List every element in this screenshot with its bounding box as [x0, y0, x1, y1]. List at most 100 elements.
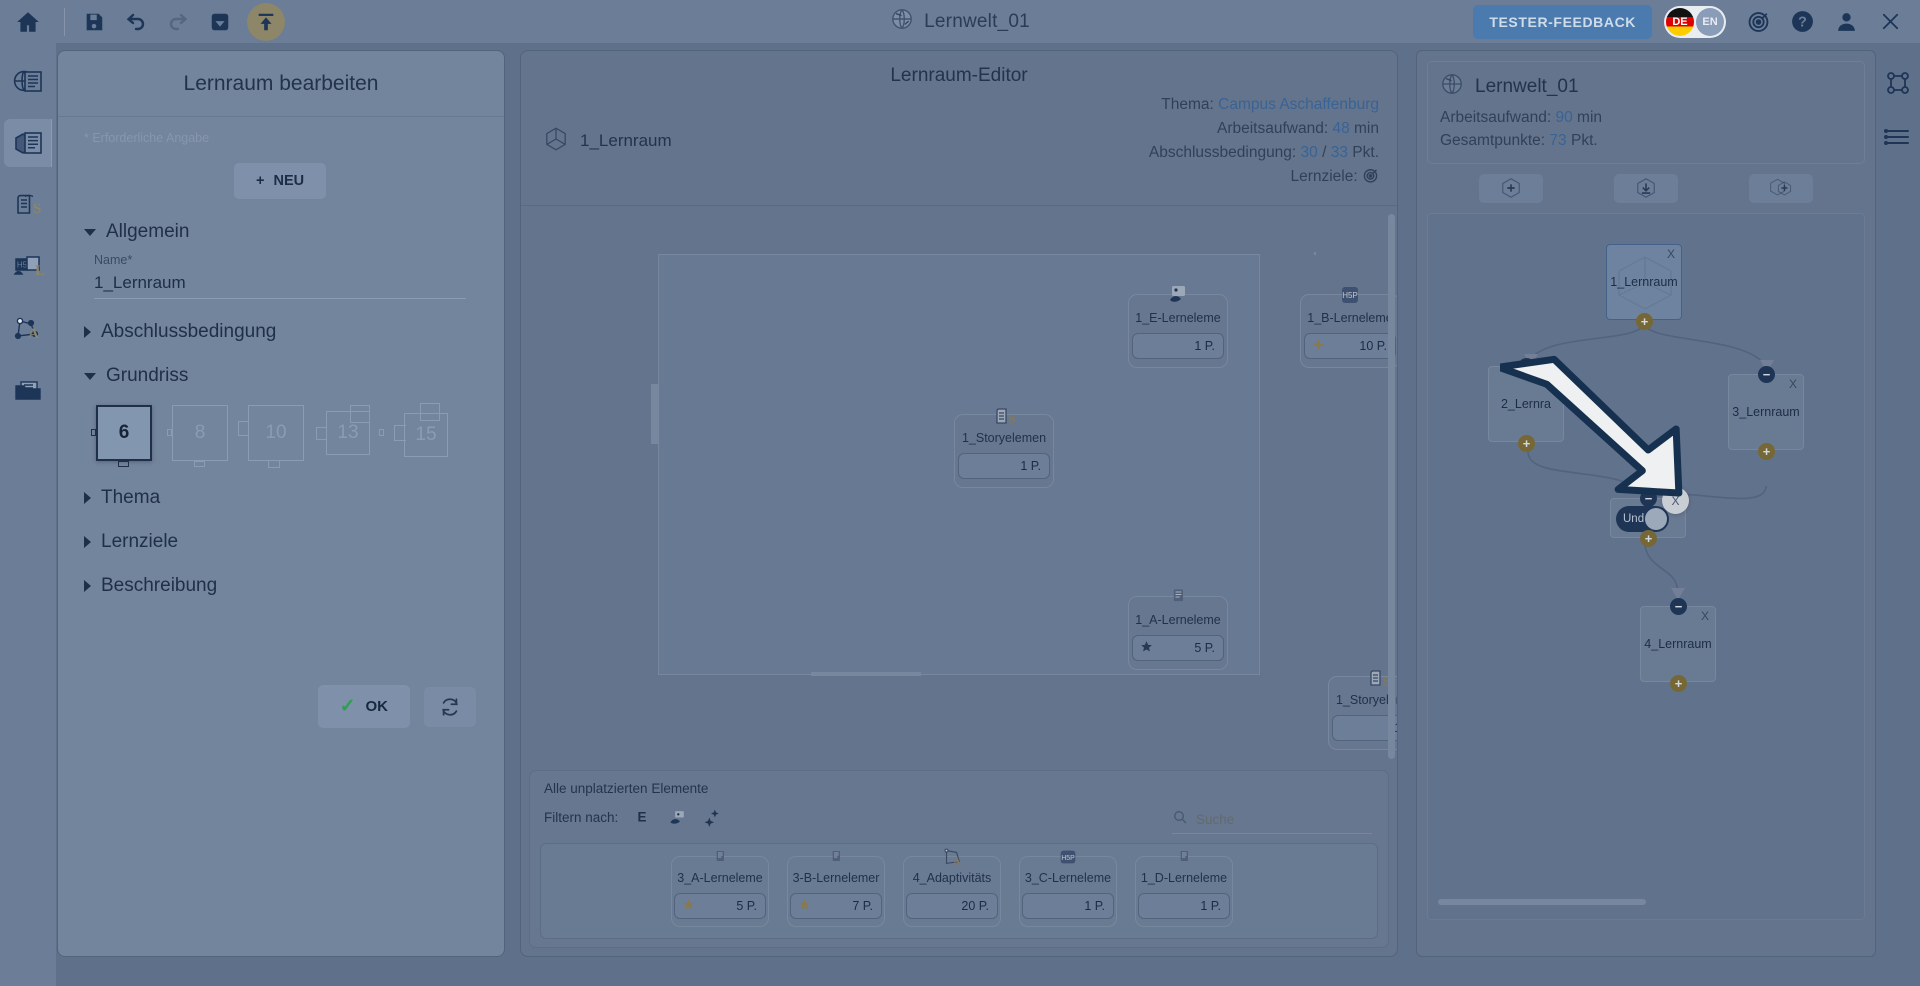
target-icon[interactable]	[1738, 0, 1778, 43]
unplaced-elements-panel: Alle unplatzierten Elemente Filtern nach…	[529, 770, 1389, 948]
inbox-down-icon[interactable]	[199, 0, 241, 43]
element-card-points: 1 P.	[1332, 715, 1397, 742]
graph-node-close-button[interactable]: X	[1788, 377, 1797, 391]
graph-node-lernraum[interactable]: X 2_Lernra	[1488, 366, 1564, 442]
meta-thema-value[interactable]: Campus Aschaffenburg	[1218, 96, 1379, 113]
filter-e-icon[interactable]: E	[631, 806, 653, 828]
svg-text:?: ?	[1798, 15, 1807, 31]
element-card[interactable]: 1_E-Lerneleme 1 P.	[1128, 286, 1228, 369]
unplaced-search[interactable]	[1172, 809, 1372, 834]
lernwelt-graph[interactable]: X 1_Lernraum + X 2_Lernra − + X 3_Lernra…	[1427, 213, 1865, 920]
filter-story-icon[interactable]	[666, 806, 688, 828]
svg-text:A: A	[953, 855, 961, 867]
element-card-points-label: 10 P.	[1359, 339, 1387, 354]
section-grundriss-label: Grundriss	[106, 365, 189, 386]
add-lernraum-button[interactable]	[1478, 173, 1543, 203]
sidebar-item-lernwelt[interactable]	[4, 57, 52, 105]
element-card[interactable]: S 1_Storyelemen 1 P.	[954, 408, 1054, 489]
search-input[interactable]	[1196, 812, 1361, 827]
graph-node-close-button[interactable]: X	[1700, 609, 1709, 623]
element-card[interactable]: 1_A-Lerneleme 5 P.	[1128, 589, 1228, 671]
section-lernziele-header[interactable]: Lernziele	[84, 531, 478, 553]
sidebar-item-ordner[interactable]	[4, 367, 52, 415]
graph-node-lernraum[interactable]: X 4_Lernraum	[1640, 606, 1716, 682]
operator-toggle[interactable]: Und	[1616, 506, 1669, 532]
grundriss-option-6-label: 6	[96, 405, 152, 461]
save-icon[interactable]	[73, 0, 115, 43]
graph-operator-input-port[interactable]: −	[1640, 490, 1657, 507]
story-icon: S	[991, 402, 1017, 428]
star-icon	[682, 898, 695, 914]
unplaced-card[interactable]: A 4_Adaptivitäts 20 P.	[903, 848, 1001, 927]
graph-node-input-port[interactable]: −	[1518, 358, 1535, 375]
redo-icon[interactable]	[157, 0, 199, 43]
relations-icon[interactable]	[1880, 65, 1916, 101]
language-de-flag[interactable]: DE	[1666, 7, 1694, 36]
scrollbar-thumb[interactable]	[1438, 899, 1646, 905]
sidebar-item-story[interactable]: S	[4, 181, 52, 229]
unplaced-card[interactable]: 1_D-Lerneleme 1 P.	[1135, 850, 1233, 927]
add-operator-button[interactable]	[1749, 173, 1814, 203]
upload-icon[interactable]	[247, 2, 285, 41]
section-grundriss-header[interactable]: Grundriss	[84, 365, 478, 387]
scrollbar-thumb[interactable]	[1388, 214, 1395, 760]
target-icon[interactable]	[1362, 168, 1379, 185]
toggle-knob[interactable]	[1645, 508, 1667, 530]
graph-node-close-button[interactable]: X	[1666, 247, 1675, 261]
section-allgemein-header[interactable]: Allgemein	[84, 221, 478, 243]
graph-node-output-port[interactable]: +	[1636, 313, 1653, 330]
editor-canvas[interactable]: 1_E-Lerneleme 1 P. H5P 1_B-Lerneleme 10	[521, 205, 1397, 825]
element-card[interactable]: H5P 1_B-Lerneleme 10 P.	[1300, 287, 1397, 369]
user-icon[interactable]	[1826, 0, 1866, 43]
sidebar-item-adaptivitaet[interactable]: A	[4, 305, 52, 353]
unplaced-card-points: 1 P.	[1138, 892, 1230, 919]
unplaced-card[interactable]: H5P 3_C-Lerneleme 1 P.	[1019, 850, 1117, 927]
graph-node-lernraum[interactable]: X 3_Lernraum	[1728, 374, 1804, 450]
graph-horizontal-scrollbar[interactable]	[1438, 899, 1864, 905]
grundriss-option-13[interactable]: 13	[316, 405, 384, 461]
home-icon[interactable]	[0, 0, 56, 43]
help-icon[interactable]: ?	[1782, 0, 1822, 43]
section-beschreibung-header[interactable]: Beschreibung	[84, 575, 478, 597]
sidebar-item-lernraum[interactable]	[4, 119, 52, 167]
reset-button[interactable]	[424, 686, 476, 727]
grundriss-nub	[194, 461, 205, 467]
grundriss-option-8[interactable]: 8	[167, 405, 228, 467]
grundriss-option-6[interactable]: 6	[91, 405, 152, 467]
ok-button[interactable]: ✓ OK	[317, 685, 410, 728]
grundriss-option-10[interactable]: 10	[238, 405, 304, 468]
graph-node-output-port[interactable]: +	[1518, 435, 1535, 452]
list-icon[interactable]	[1880, 119, 1916, 155]
name-input[interactable]	[94, 267, 466, 299]
editor-subheader: 1_Lernraum Thema: Campus Aschaffenburg A…	[521, 93, 1397, 189]
grundriss-option-15[interactable]: 15	[394, 403, 456, 461]
graph-node-input-port[interactable]: −	[1670, 598, 1687, 615]
graph-operator-close-button[interactable]: X	[1662, 487, 1689, 514]
graph-node-lernraum[interactable]: X 1_Lernraum	[1606, 244, 1682, 320]
language-en-flag[interactable]: EN	[1696, 7, 1724, 36]
filter-adaptivity-icon[interactable]	[701, 806, 723, 828]
lernwelt-title-group: Lernwelt_01	[1440, 72, 1852, 102]
element-card[interactable]: S 1_Storyelemen 1 P.	[1328, 670, 1397, 751]
unplaced-card-points: 1 P.	[1022, 892, 1114, 919]
unplaced-card-points: 20 P.	[906, 892, 998, 919]
graph-operator-output-port[interactable]: +	[1640, 530, 1657, 547]
required-note: * Erforderliche Angabe	[84, 131, 210, 145]
unplaced-card[interactable]: 3-B-Lernelemer 7 P.	[787, 850, 885, 927]
graph-node-output-port[interactable]: +	[1758, 443, 1775, 460]
graph-node-close-button[interactable]: X	[1548, 369, 1557, 383]
undo-icon[interactable]	[115, 0, 157, 43]
language-toggle[interactable]: DE EN	[1664, 5, 1726, 38]
graph-node-output-port[interactable]: +	[1670, 675, 1687, 692]
import-lernraum-button[interactable]	[1613, 173, 1678, 203]
sidebar-item-lernelement[interactable]: H5 L	[4, 243, 52, 291]
tester-feedback-button[interactable]: TESTER-FEEDBACK	[1473, 4, 1652, 39]
close-icon[interactable]	[1870, 0, 1910, 43]
section-thema-header[interactable]: Thema	[84, 487, 478, 509]
section-abschlussbedingung-header[interactable]: Abschlussbedingung	[84, 321, 478, 343]
unplaced-card[interactable]: 3_A-Lerneleme 5 P.	[671, 850, 769, 927]
graph-node-input-port[interactable]: −	[1758, 366, 1775, 383]
grundriss-nub	[350, 405, 370, 423]
new-button[interactable]: + NEU	[234, 163, 327, 199]
canvas-vertical-scrollbar[interactable]	[1388, 214, 1395, 814]
